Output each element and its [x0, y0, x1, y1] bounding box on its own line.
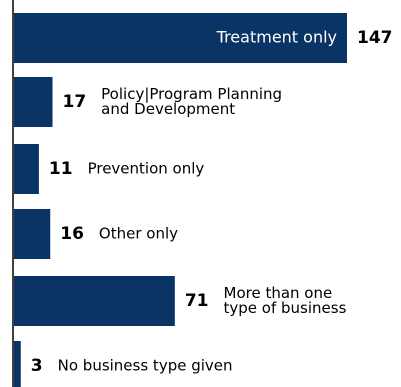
bar-group: 3 No business type given [14, 341, 233, 387]
bar-group: 11 Prevention only [14, 144, 204, 194]
value-label: 71 [185, 291, 209, 311]
bar [14, 13, 347, 63]
bar-group: Treatment only 147 [14, 13, 393, 63]
category-label: and Development [101, 100, 235, 118]
category-label: Other only [99, 225, 178, 243]
value-label: 3 [31, 356, 43, 376]
category-label: Treatment only [216, 28, 337, 47]
bar [14, 341, 21, 387]
category-label: type of business [224, 299, 347, 317]
category-label: Prevention only [88, 160, 205, 178]
value-label: 17 [63, 92, 87, 112]
category-label: No business type given [58, 357, 233, 375]
value-label: 16 [60, 224, 84, 244]
value-label: 11 [49, 159, 73, 179]
bar [14, 77, 53, 127]
category-label: More than one [224, 284, 333, 302]
bar [14, 144, 39, 194]
bar [14, 209, 51, 259]
bar-group: 16 Other only [14, 209, 178, 259]
value-label: 147 [357, 28, 393, 48]
bar [14, 276, 175, 326]
category-label: Policy|Program Planning [101, 85, 282, 103]
